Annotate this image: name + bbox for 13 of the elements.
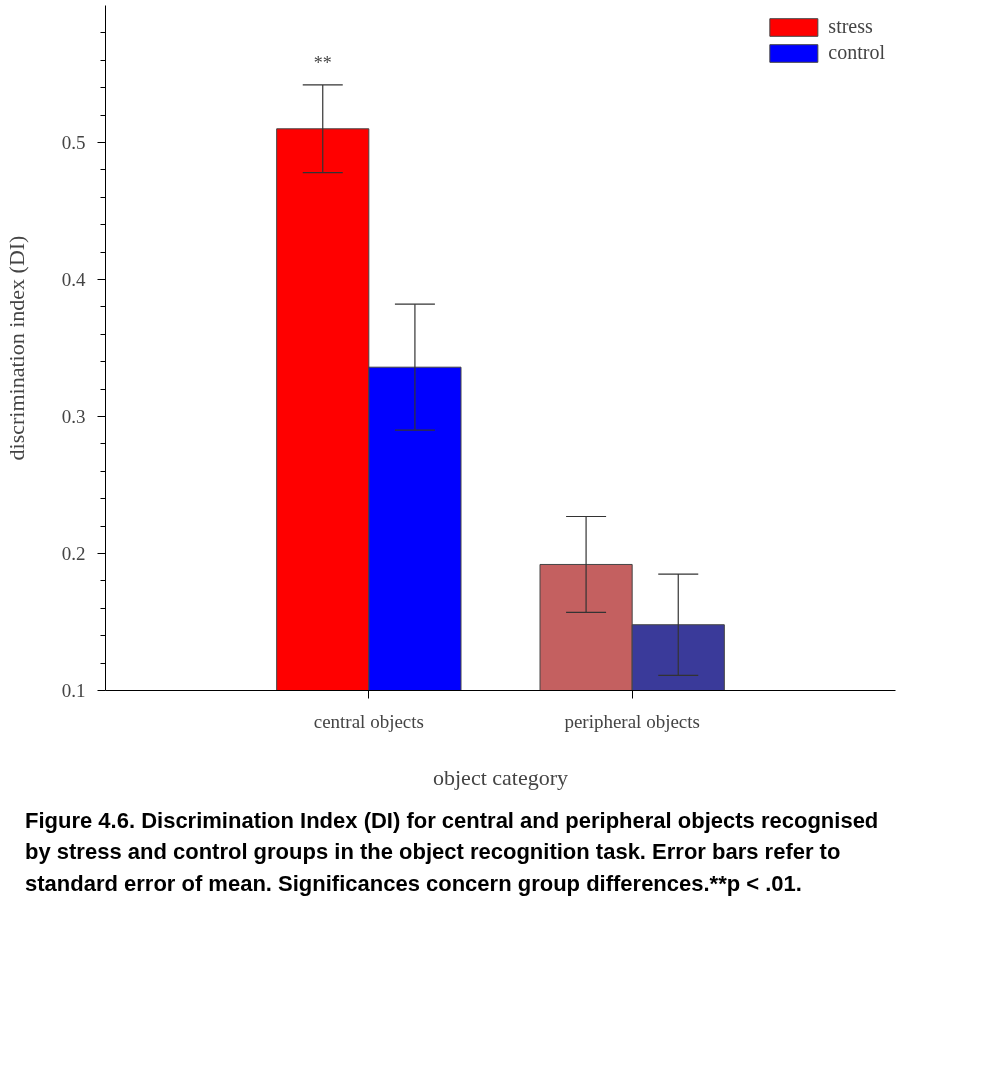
y-tick-label: 0.1 — [61, 680, 86, 701]
caption: Figure 4.6. Discrimination Index (DI) for central and peripheral objects recognised by stress and control groups in the object recognition task. Error bars refer to standard error of mean. Significances concern group differences.**p < .01. — [24, 807, 880, 898]
y-axis-title: discrimination index (DI) — [3, 235, 29, 461]
y-tick-label: 0.5 — [61, 132, 86, 153]
x-tick-label: central objects — [313, 710, 424, 732]
y-tick-label: 0.4 — [61, 269, 86, 290]
y-tick-label: 0.3 — [61, 406, 86, 427]
annotation: ** — [313, 52, 332, 73]
legend-label: control — [828, 41, 885, 64]
x-tick-label: peripheral objects — [564, 710, 700, 732]
x-axis-title: object category — [433, 764, 569, 790]
y-tick-label: 0.2 — [61, 543, 86, 564]
legend-label: stress — [828, 15, 873, 38]
